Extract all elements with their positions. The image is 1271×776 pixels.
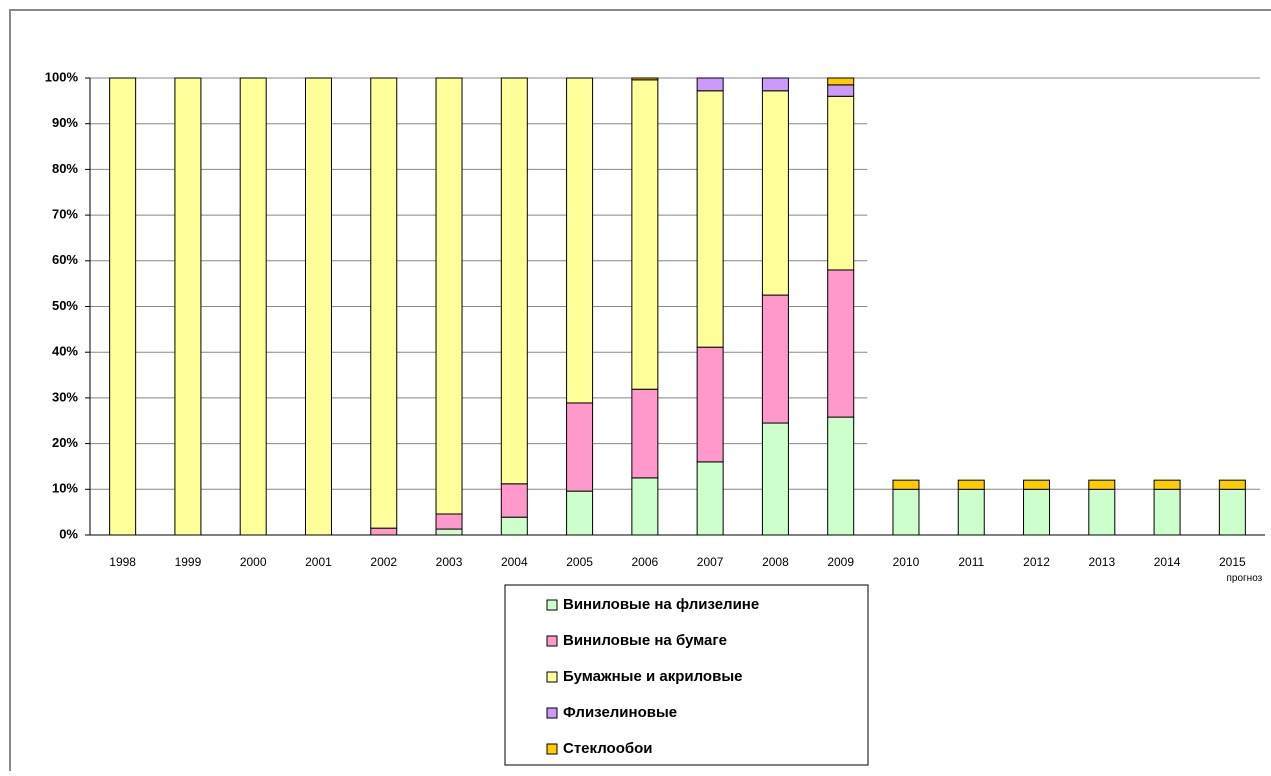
x-tick-label: 2010 [893, 555, 920, 569]
y-tick-label: 10% [52, 481, 78, 496]
bar-segment [761, 90, 789, 296]
legend-swatch [546, 743, 558, 755]
bar-segment [696, 346, 724, 463]
bar-segment [1153, 479, 1181, 490]
bar-segment [500, 483, 528, 518]
x-tick-label: 1999 [175, 555, 202, 569]
bar-segment [1218, 479, 1246, 490]
bar-segment [696, 461, 724, 536]
x-tick-label: 1998 [109, 555, 136, 569]
legend-swatch [546, 599, 558, 611]
bar-segment [304, 77, 332, 536]
y-tick-label: 30% [52, 389, 78, 404]
bar-segment [109, 77, 137, 536]
bar-segment [566, 402, 594, 492]
y-tick-label: 100% [45, 69, 79, 84]
bar-segment [761, 77, 789, 92]
bar-segment [827, 77, 855, 86]
x-tick-label: 2000 [240, 555, 267, 569]
x-tick-label: 2005 [566, 555, 593, 569]
x-tick-label: 2002 [370, 555, 397, 569]
bar-segment [370, 527, 398, 536]
bar-segment [761, 422, 789, 536]
bar-segment [957, 479, 985, 490]
legend-swatch [546, 707, 558, 719]
bar-segment [239, 77, 267, 536]
bar-segment [1088, 488, 1116, 536]
y-tick-label: 50% [52, 298, 78, 313]
bar-segment [827, 95, 855, 271]
x-tick-label: 2006 [632, 555, 659, 569]
x-tick-label: 2008 [762, 555, 789, 569]
legend-label: Бумажные и акриловые [563, 668, 742, 685]
legend-box [504, 584, 869, 766]
bar-segment [892, 479, 920, 490]
bar-segment [174, 77, 202, 536]
x-tick-label: 2004 [501, 555, 528, 569]
x-tick-label: 2014 [1154, 555, 1181, 569]
bar-segment [957, 488, 985, 536]
x-tick-label: 2009 [827, 555, 854, 569]
y-tick-label: 90% [52, 115, 78, 130]
bar-segment [566, 490, 594, 536]
x-tick-label: 2003 [436, 555, 463, 569]
bar-segment [435, 528, 463, 536]
bar-segment [435, 77, 463, 515]
bar-segment [1218, 488, 1246, 536]
bar-segment [1023, 479, 1051, 490]
x-tick-label: 2012 [1023, 555, 1050, 569]
x-tick-label: 2013 [1088, 555, 1115, 569]
legend-label: Виниловые на флизелине [563, 596, 759, 613]
bar-segment [435, 513, 463, 530]
y-tick-label: 60% [52, 252, 78, 267]
legend-swatch [546, 635, 558, 647]
bar-segment [1023, 488, 1051, 536]
y-tick-label: 70% [52, 207, 78, 222]
bar-segment [631, 477, 659, 536]
bar-segment [566, 77, 594, 404]
bar-segment [827, 269, 855, 418]
bar-segment [1088, 479, 1116, 490]
bar-segment [892, 488, 920, 536]
bar-segment [696, 77, 724, 92]
x-tick-label: 2011 [958, 555, 984, 569]
bar-segment [500, 77, 528, 485]
legend-label: Флизелиновые [563, 704, 677, 721]
bar-segment [761, 294, 789, 424]
y-tick-label: 20% [52, 435, 78, 450]
y-tick-label: 0% [59, 526, 78, 541]
legend-label: Стеклообои [563, 740, 653, 757]
x-tick-label: 2007 [697, 555, 724, 569]
legend-label: Виниловые на бумаге [563, 632, 727, 649]
bar-segment [1153, 488, 1181, 536]
x-tick-label: 2001 [305, 555, 332, 569]
bar-segment [631, 79, 659, 390]
bar-segment [500, 516, 528, 536]
bar-segment [827, 84, 855, 97]
bar-segment [631, 77, 659, 81]
bar-segment [370, 77, 398, 529]
bar-segment [827, 416, 855, 536]
y-tick-label: 40% [52, 344, 78, 359]
x-tick-label: 2015 прогноз [1219, 555, 1263, 583]
bar-segment [696, 90, 724, 348]
y-tick-label: 80% [52, 161, 78, 176]
bar-segment [631, 388, 659, 479]
legend-swatch [546, 671, 558, 683]
forecast-mask [867, 89, 1265, 488]
